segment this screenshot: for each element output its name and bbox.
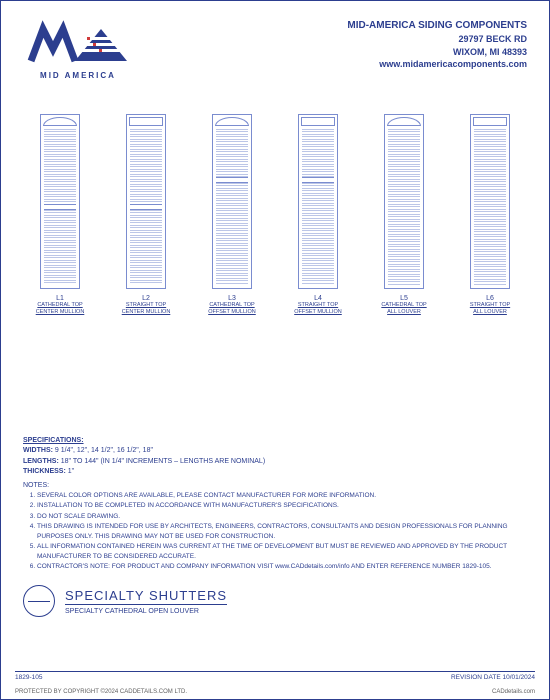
louver-area — [302, 129, 334, 285]
footer-ref: 1829-105 — [15, 674, 42, 681]
page: MID AMERICA MID-AMERICA SIDING COMPONENT… — [0, 0, 550, 700]
shutter-label-line1: CATHEDRAL TOP — [208, 302, 256, 309]
specs-thickness: THICKNESS: 1" — [23, 467, 527, 477]
shutter-col: L5CATHEDRAL TOPALL LOUVER — [373, 114, 435, 316]
shutter-label-line2: ALL LOUVER — [470, 309, 510, 316]
note-item: DO NOT SCALE DRAWING. — [37, 512, 527, 521]
cathedral-top-icon — [215, 117, 249, 126]
louver-panel-top — [216, 129, 248, 177]
shutter-code: L6 — [470, 295, 510, 302]
footer-bar: 1829-105 REVISION DATE 10/01/2024 — [15, 671, 535, 681]
shutter-code: L4 — [294, 295, 342, 302]
company-address1: 29797 BECK RD — [347, 33, 527, 46]
straight-top-icon — [301, 117, 335, 126]
shutter-code: L2 — [122, 295, 171, 302]
shutter-col: L4STRAIGHT TOPOFFSET MULLION — [287, 114, 349, 316]
louver-panel-top — [44, 129, 76, 204]
shutter-drawing — [40, 114, 80, 289]
louver-area — [388, 129, 420, 285]
shutter-label-line2: OFFSET MULLION — [208, 309, 256, 316]
louver-area — [44, 129, 76, 285]
note-item: THIS DRAWING IS INTENDED FOR USE BY ARCH… — [37, 522, 527, 541]
footer-revision: REVISION DATE 10/01/2024 — [451, 674, 535, 681]
shutter-drawing — [126, 114, 166, 289]
specs-header: SPECIFICATIONS: — [23, 436, 527, 446]
notes-list: SEVERAL COLOR OPTIONS ARE AVAILABLE, PLE… — [37, 491, 527, 571]
shutter-label-line2: CENTER MULLION — [122, 309, 171, 316]
shutter-label-line2: ALL LOUVER — [381, 309, 426, 316]
louver-panel-bottom — [216, 183, 248, 285]
louver-panel-bottom — [44, 210, 76, 285]
title-block: SPECIALTY SHUTTERS SPECIALTY CATHEDRAL O… — [23, 585, 527, 617]
header: MID AMERICA MID-AMERICA SIDING COMPONENT… — [15, 11, 535, 84]
shutter-col: L1CATHEDRAL TOPCENTER MULLION — [29, 114, 91, 316]
shutter-label-line2: OFFSET MULLION — [294, 309, 342, 316]
shutter-label: L3CATHEDRAL TOPOFFSET MULLION — [208, 295, 256, 316]
note-item: ALL INFORMATION CONTAINED HEREIN WAS CUR… — [37, 542, 527, 561]
notes-block: NOTES: SEVERAL COLOR OPTIONS ARE AVAILAB… — [23, 481, 527, 572]
louver-panel — [388, 129, 420, 285]
shutter-label-line1: STRAIGHT TOP — [122, 302, 171, 309]
shutter-label-line1: STRAIGHT TOP — [470, 302, 510, 309]
louver-panel-top — [130, 129, 162, 204]
title-text: SPECIALTY SHUTTERS SPECIALTY CATHEDRAL O… — [65, 588, 227, 615]
louver-area — [130, 129, 162, 285]
shutters-row: L1CATHEDRAL TOPCENTER MULLIONL2STRAIGHT … — [21, 114, 529, 316]
shutter-code: L3 — [208, 295, 256, 302]
logo-block: MID AMERICA — [23, 19, 133, 80]
straight-top-icon — [129, 117, 163, 126]
note-item: INSTALLATION TO BE COMPLETED IN ACCORDAN… — [37, 501, 527, 510]
specifications: SPECIFICATIONS: WIDTHS: 9 1/4", 12", 14 … — [23, 436, 527, 571]
shutter-label-line1: CATHEDRAL TOP — [36, 302, 85, 309]
drawing-title: SPECIALTY SHUTTERS — [65, 588, 227, 605]
shutter-drawing — [470, 114, 510, 289]
footer-site: CADdetails.com — [492, 689, 535, 695]
louver-area — [216, 129, 248, 285]
note-item: CONTRACTOR'S NOTE: FOR PRODUCT AND COMPA… — [37, 562, 527, 571]
logo-icon — [23, 19, 133, 69]
shutter-drawing — [384, 114, 424, 289]
straight-top-icon — [473, 117, 507, 126]
shutter-label: L5CATHEDRAL TOPALL LOUVER — [381, 295, 426, 316]
louver-panel-top — [302, 129, 334, 177]
company-address2: WIXOM, MI 48393 — [347, 46, 527, 59]
shutter-col: L3CATHEDRAL TOPOFFSET MULLION — [201, 114, 263, 316]
shutter-code: L5 — [381, 295, 426, 302]
shutter-label-line2: CENTER MULLION — [36, 309, 85, 316]
louver-panel-bottom — [130, 210, 162, 285]
note-item: SEVERAL COLOR OPTIONS ARE AVAILABLE, PLE… — [37, 491, 527, 500]
copyright-bar: PROTECTED BY COPYRIGHT ©2024 CADDETAILS.… — [15, 689, 535, 695]
shutter-col: L6STRAIGHT TOPALL LOUVER — [459, 114, 521, 316]
shutter-label: L2STRAIGHT TOPCENTER MULLION — [122, 295, 171, 316]
shutter-drawing — [298, 114, 338, 289]
louver-panel-bottom — [302, 183, 334, 285]
company-info: MID-AMERICA SIDING COMPONENTS 29797 BECK… — [347, 19, 527, 71]
specs-widths: WIDTHS: 9 1/4", 12", 14 1/2", 16 1/2", 1… — [23, 446, 527, 456]
drawing-subtitle: SPECIALTY CATHEDRAL OPEN LOUVER — [65, 608, 227, 615]
shutter-label-line1: STRAIGHT TOP — [294, 302, 342, 309]
shutter-drawing — [212, 114, 252, 289]
louver-panel — [474, 129, 506, 285]
louver-area — [474, 129, 506, 285]
cathedral-top-icon — [387, 117, 421, 126]
shutter-label: L6STRAIGHT TOPALL LOUVER — [470, 295, 510, 316]
copyright-text: PROTECTED BY COPYRIGHT ©2024 CADDETAILS.… — [15, 689, 187, 695]
title-circle-icon — [23, 585, 55, 617]
shutter-label: L1CATHEDRAL TOPCENTER MULLION — [36, 295, 85, 316]
company-website: www.midamericacomponents.com — [347, 58, 527, 71]
specs-lengths: LENGTHS: 18" TO 144" (IN 1/4" INCREMENTS… — [23, 457, 527, 467]
shutter-label: L4STRAIGHT TOPOFFSET MULLION — [294, 295, 342, 316]
logo-text: MID AMERICA — [40, 71, 116, 80]
notes-header: NOTES: — [23, 481, 527, 491]
cathedral-top-icon — [43, 117, 77, 126]
shutter-code: L1 — [36, 295, 85, 302]
shutter-col: L2STRAIGHT TOPCENTER MULLION — [115, 114, 177, 316]
shutter-label-line1: CATHEDRAL TOP — [381, 302, 426, 309]
company-name: MID-AMERICA SIDING COMPONENTS — [347, 19, 527, 33]
